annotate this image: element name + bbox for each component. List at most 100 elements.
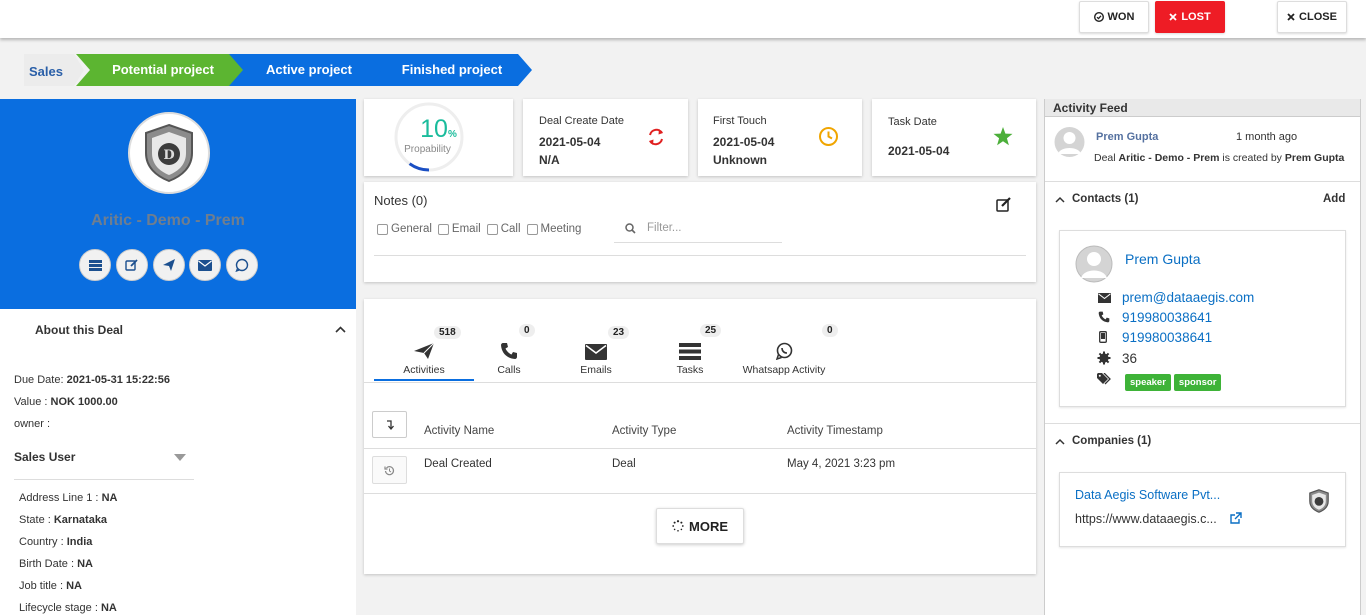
filter-meeting[interactable]: Meeting [526,223,581,235]
chevron-up-icon[interactable] [335,326,346,333]
tab-label: Tasks [676,364,704,376]
pipeline-stage-sales[interactable]: Sales [24,54,84,86]
envelope-icon [585,344,607,360]
company-url[interactable]: https://www.dataaegis.c... [1075,512,1217,526]
x-icon [1287,13,1295,21]
spinner-icon [672,520,684,532]
contact-score: 36 [1122,351,1138,366]
filter-general[interactable]: General [377,223,432,235]
tab-count-badge: 518 [434,326,461,339]
col-activity-name: Activity Name [424,425,495,437]
pipeline-stage-potential[interactable]: Potential project [76,54,246,86]
tags-icon [1097,373,1111,385]
whatsapp-button[interactable] [226,249,258,281]
chevron-up-icon[interactable] [1055,438,1065,445]
list-icon [88,259,102,271]
cell-activity-name: Deal Created [424,458,492,470]
whatsapp-icon [235,258,249,272]
detail-row: State : Karnataka [19,514,108,526]
owner-select-value: Sales User [14,450,76,464]
due-date-row: Due Date: 2021-05-31 15:22:56 [14,374,170,386]
tab-whatsapp[interactable]: Whatsapp Activity 0 [734,322,838,380]
checkbox[interactable] [437,223,449,235]
tag-badge[interactable]: sponsor [1173,374,1222,391]
activity-feed-header: Activity Feed [1045,99,1360,117]
notes-title: Notes (0) [374,193,428,208]
companies-title: Companies (1) [1072,435,1152,447]
edit-icon [125,259,138,271]
edit-button[interactable] [116,249,148,281]
contact-avatar-icon [1075,245,1113,283]
cell-activity-timestamp: May 4, 2021 3:23 pm [787,458,896,470]
filter-call[interactable]: Call [486,223,521,235]
checkbox[interactable] [526,223,538,235]
won-button[interactable]: WON [1079,1,1149,33]
lost-button[interactable]: LOST [1155,1,1225,33]
history-button[interactable] [372,456,407,484]
notes-filter-input[interactable]: Filter... [614,218,782,243]
send-button[interactable] [153,249,185,281]
notes-filters: General Email Call Meeting [377,223,587,235]
sort-button[interactable] [372,411,407,438]
envelope-icon [1098,293,1111,303]
feed-author[interactable]: Prem Gupta [1096,131,1159,143]
tab-tasks[interactable]: Tasks 25 [640,322,740,380]
table-row[interactable]: Deal Created Deal May 4, 2021 3:23 pm [364,449,1036,493]
contacts-divider [1045,423,1360,424]
won-label: WON [1107,11,1135,23]
contacts-title: Contacts (1) [1072,193,1139,205]
stage-label: Potential project [112,62,214,77]
contact-phone[interactable]: 919980038641 [1122,310,1213,325]
external-link-icon[interactable] [1230,512,1242,524]
company-card: Data Aegis Software Pvt... https://www.d… [1059,472,1346,547]
more-button[interactable]: MORE [656,508,744,544]
pipeline-stage-active[interactable]: Active project [229,54,385,86]
about-panel [0,309,356,615]
add-contact-button[interactable]: Add [1323,193,1346,205]
tab-emails[interactable]: Emails 23 [546,322,646,380]
checkbox[interactable] [377,223,388,235]
tab-count-badge: 0 [822,324,838,337]
tab-label: Whatsapp Activity [742,364,826,376]
feed-text: Deal Aritic - Demo - Prem is created by … [1094,152,1345,164]
col-activity-timestamp: Activity Timestamp [787,425,883,437]
stage-shape [76,54,246,86]
star-icon [993,127,1013,146]
phone-icon [1098,311,1110,323]
email-button[interactable] [189,249,221,281]
probability-value: 10% [420,115,457,143]
details-button[interactable] [79,249,111,281]
company-logo-icon [1309,489,1329,513]
table-header-divider [364,448,1036,449]
stage-shape [24,54,84,86]
filter-placeholder: Filter... [647,222,682,234]
about-title: About this Deal [35,323,124,337]
contact-email[interactable]: prem@dataaegis.com [1122,290,1255,305]
tag-badge[interactable]: speaker [1125,374,1171,391]
deal-create-card: Deal Create Date 2021-05-04 N/A [523,99,688,176]
paper-plane-icon [414,342,435,359]
close-button[interactable]: CLOSE [1277,1,1347,33]
tab-activities[interactable]: Activities 518 [374,322,474,380]
value-row: Value : NOK 1000.00 [14,396,118,408]
tab-label: Calls [497,364,521,376]
tasks-icon [679,343,701,360]
gear-badge-icon [1097,351,1111,365]
contact-name[interactable]: Prem Gupta [1125,251,1201,267]
close-label: CLOSE [1299,11,1337,23]
edit-note-icon[interactable] [996,197,1012,212]
filter-email[interactable]: Email [437,223,481,235]
pipeline-stage-finished[interactable]: Finished project [368,54,532,86]
lost-label: LOST [1181,11,1211,23]
user-avatar-icon [1054,127,1085,157]
owner-select[interactable]: Sales User [14,444,194,480]
company-name[interactable]: Data Aegis Software Pvt... [1075,488,1221,502]
chevron-up-icon[interactable] [1055,196,1065,203]
x-icon [1169,13,1177,21]
mobile-icon [1099,331,1107,343]
contact-mobile[interactable]: 919980038641 [1122,330,1213,345]
tab-calls[interactable]: Calls 0 [459,322,559,380]
feed-time: 1 month ago [1236,131,1298,143]
envelope-icon [198,259,212,271]
checkbox[interactable] [486,223,498,235]
